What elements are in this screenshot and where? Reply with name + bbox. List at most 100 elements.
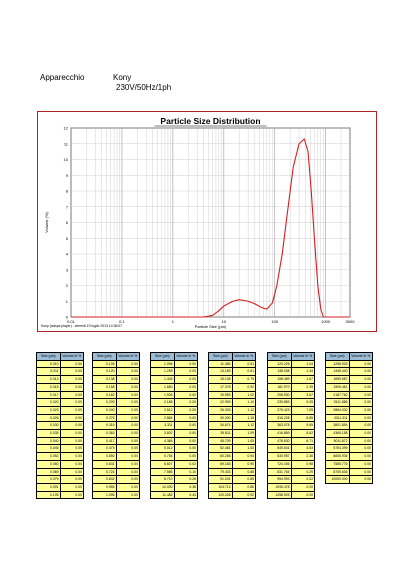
size-volume-table: Size (µm) Volume In % 120.226 1.04 138.038 1.… <box>267 352 315 500</box>
cell-size: 0.120 <box>92 367 117 377</box>
table-row: 1258.925 0.00 <box>325 359 373 369</box>
cell-size: 3.311 <box>150 421 175 431</box>
table-row: 0.011 0.00 <box>36 367 84 377</box>
table-row: 0.035 0.00 <box>36 429 84 438</box>
cell-size: 1.660 <box>150 382 175 392</box>
table-row: 13.183 0.61 <box>208 367 256 377</box>
cell-size: 8.710 <box>150 475 175 484</box>
header-volume: Volume In % <box>348 352 373 361</box>
cell-volume: 0.00 <box>115 444 140 454</box>
table-row: 0.030 0.00 <box>36 421 84 431</box>
cell-volume: 0.00 <box>115 421 140 431</box>
table-row: 0.015 0.00 <box>36 382 84 392</box>
cell-volume: 0.44 <box>173 490 198 500</box>
cell-volume: 0.00 <box>59 459 84 469</box>
table-header-row: Size (µm) Volume In % <box>267 352 315 361</box>
cell-volume: 0.00 <box>115 390 140 400</box>
y-tick-label: 10 <box>64 157 69 162</box>
cell-size: 0.091 <box>36 482 61 492</box>
table-row: 8709.636 0.00 <box>325 467 373 477</box>
table-row: 39.811 1.09 <box>208 429 256 438</box>
cell-size: 6.607 <box>150 459 175 469</box>
table-row: 1659.587 0.00 <box>325 375 373 384</box>
cell-size: 5.012 <box>150 444 175 454</box>
header-size: Size (µm) <box>150 352 175 361</box>
cell-size: 10000.000 <box>325 475 350 484</box>
cell-volume: 0.00 <box>59 382 84 392</box>
table-row: 60.256 0.94 <box>208 452 256 461</box>
y-tick-label: 8 <box>66 189 69 194</box>
cell-size: 4365.158 <box>325 429 350 438</box>
cell-volume: 0.10 <box>173 467 198 477</box>
cell-volume: 0.00 <box>115 375 140 384</box>
table-row: 3801.894 0.00 <box>325 421 373 431</box>
cell-size: 0.363 <box>92 429 117 438</box>
cell-size: 19.953 <box>208 390 233 400</box>
table-row: 4.365 0.00 <box>150 436 198 446</box>
cell-size: 26.303 <box>208 405 233 415</box>
cell-volume: 0.00 <box>348 398 373 407</box>
table-row: 19.953 1.02 <box>208 390 256 400</box>
cell-volume: 0.00 <box>290 490 315 500</box>
table-row: 363.078 9.65 <box>267 421 315 431</box>
x-tick-label: 3000 <box>346 319 356 324</box>
table-row: 316.228 8.85 <box>267 413 315 423</box>
cell-volume: 0.00 <box>173 405 198 415</box>
cell-volume: 0.02 <box>290 475 315 484</box>
cell-size: 208.930 <box>267 390 292 400</box>
table-row: 0.091 0.00 <box>36 482 84 492</box>
table-header-row: Size (µm) Volume In % <box>92 352 140 361</box>
table-header-row: Size (µm) Volume In % <box>36 352 84 361</box>
table-row: 0.046 0.00 <box>36 444 84 454</box>
cell-size: 0.631 <box>92 459 117 469</box>
cell-volume: 0.00 <box>59 421 84 431</box>
cell-size: 1.096 <box>150 359 175 369</box>
cell-size: 1258.925 <box>325 359 350 369</box>
cell-size: 0.832 <box>92 475 117 484</box>
cell-size: 2.884 <box>150 413 175 423</box>
table-row: 0.955 0.00 <box>92 482 140 492</box>
cell-volume: 1.10 <box>231 398 256 407</box>
volume-series-line <box>71 138 350 318</box>
cell-size: 5.754 <box>150 452 175 461</box>
cell-size: 4.365 <box>150 436 175 446</box>
table-row: 549.541 4.53 <box>267 444 315 454</box>
cell-size: 478.630 <box>267 436 292 446</box>
cell-volume: 0.00 <box>173 421 198 431</box>
cell-volume: 0.00 <box>173 375 198 384</box>
table-row: 120.226 0.92 <box>208 490 256 500</box>
x-tick-label: 10 <box>222 319 227 324</box>
cell-volume: 0.00 <box>115 359 140 369</box>
size-volume-table: Size (µm) Volume In % 0.105 0.00 0.120 0.00 0.… <box>92 352 140 500</box>
cell-size: 3801.894 <box>325 421 350 431</box>
header-size: Size (µm) <box>325 352 350 361</box>
table-row: 1.445 0.00 <box>150 375 198 384</box>
table-row: 0.069 0.00 <box>36 467 84 477</box>
table-row: 45.709 1.05 <box>208 436 256 446</box>
cell-size: 0.011 <box>36 367 61 377</box>
table-row: 0.724 0.00 <box>92 467 140 477</box>
x-tick-label: 100 <box>271 319 278 324</box>
cell-size: 34.674 <box>208 421 233 431</box>
equipment-model: Kony <box>113 73 132 82</box>
cell-size: 3311.311 <box>325 413 350 423</box>
table-row: 34.674 1.12 <box>208 421 256 431</box>
cell-size: 0.060 <box>36 459 61 469</box>
cell-volume: 0.61 <box>231 367 256 377</box>
size-volume-table: Size (µm) Volume In % 1.096 0.00 1.259 0.00 1.… <box>150 352 198 500</box>
cell-size: 15.136 <box>208 375 233 384</box>
cell-volume: 0.00 <box>115 436 140 446</box>
y-tick-label: 9 <box>66 173 69 178</box>
cell-volume: 1.12 <box>231 405 256 415</box>
table-row: 0.275 0.00 <box>92 413 140 423</box>
cell-volume: 0.00 <box>173 444 198 454</box>
cell-volume: 0.00 <box>173 390 198 400</box>
cell-volume: 0.00 <box>348 421 373 431</box>
cell-volume: 0.00 <box>173 413 198 423</box>
table-row: 0.105 0.00 <box>92 359 140 369</box>
cell-volume: 0.00 <box>59 405 84 415</box>
y-tick-label: 5 <box>66 236 69 241</box>
table-row: 1258.925 0.00 <box>267 490 315 500</box>
cell-volume: 0.51 <box>231 359 256 369</box>
cell-volume: 1.04 <box>290 359 315 369</box>
